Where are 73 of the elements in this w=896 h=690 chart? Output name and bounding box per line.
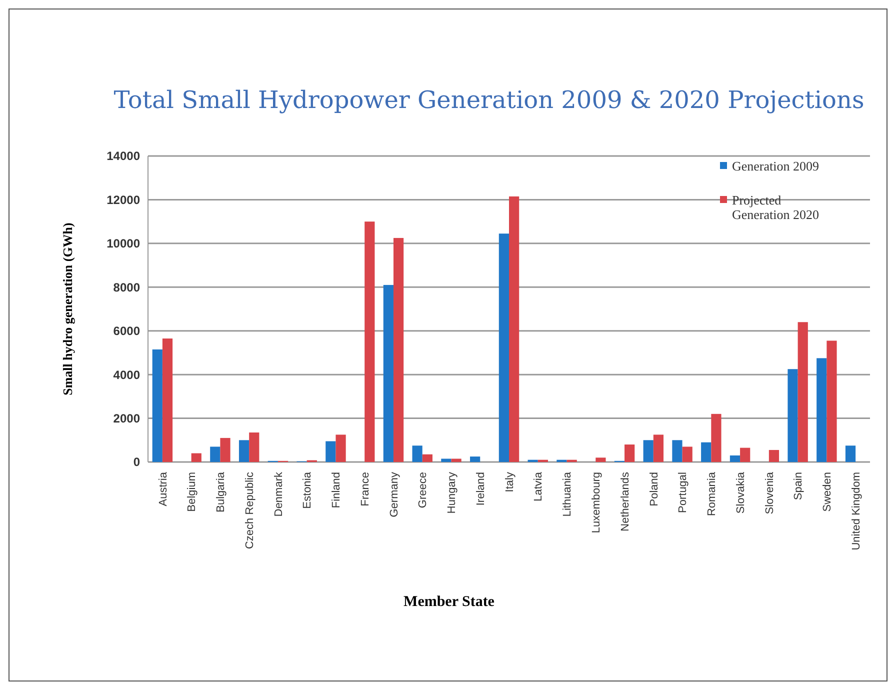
x-tick-label: Romania (706, 471, 718, 516)
x-tick-label: Hungary (446, 472, 458, 514)
bar (498, 234, 509, 462)
bar (383, 284, 394, 462)
bar (412, 446, 422, 462)
y-tick-label: 0 (133, 455, 140, 470)
x-tick-label: Estonia (302, 471, 314, 509)
bar (210, 446, 220, 462)
bar (624, 444, 635, 462)
x-tick-label: Luxembourg (590, 472, 602, 534)
y-tick-label: 8000 (113, 280, 140, 294)
y-tick-label: 14000 (106, 149, 140, 164)
bar (152, 349, 162, 462)
bar (768, 450, 780, 462)
bar (711, 414, 722, 462)
x-tick-label: Latvia (532, 471, 545, 502)
legend-label: Projected Generation 2020 (732, 192, 820, 222)
x-tick-label: Germany (388, 472, 400, 518)
x-tick-label: Italy (504, 472, 516, 492)
x-axis-title: Member State (404, 594, 495, 610)
bar (798, 322, 808, 462)
bar (701, 442, 712, 462)
x-tick-label: Denmark (272, 472, 285, 517)
bar (364, 222, 375, 462)
legend-label: Generation 2009 (732, 158, 820, 174)
x-tick-label: Greece (417, 472, 430, 508)
bar (509, 196, 520, 462)
x-tick-label: Spain (792, 472, 805, 500)
bar (643, 440, 654, 462)
bar (393, 238, 404, 462)
x-tick-label: Belgium (186, 472, 198, 512)
bar (470, 456, 480, 462)
y-tick-label: 4000 (113, 368, 140, 382)
bar (451, 458, 462, 462)
y-tick-label: 12000 (106, 192, 140, 207)
y-axis-title: Small hydro generation (GWh) (60, 222, 75, 396)
bar (740, 448, 750, 462)
x-tick-label: Slovenia (764, 471, 776, 514)
x-tick-label: Finland (330, 472, 343, 508)
x-tick-label: Austria (157, 471, 170, 506)
y-tick-label: 6000 (113, 324, 140, 338)
x-tick-label: Lithuania (562, 471, 574, 517)
x-tick-label: Sweden (822, 472, 834, 512)
x-tick-label: Portugal (677, 472, 690, 513)
bar (441, 458, 452, 462)
bar (596, 458, 606, 462)
x-tick-label: Netherlands (619, 472, 632, 532)
bar (682, 446, 692, 462)
bar (826, 340, 837, 462)
bar (653, 434, 664, 462)
chart-title: Total Small Hydropower Generation 2009 & 2020 Projections (114, 86, 864, 114)
bar (238, 440, 250, 462)
x-tick-label: Poland (648, 472, 660, 506)
x-tick-label: France (359, 472, 372, 506)
bar (816, 358, 827, 462)
x-tick-label: Ireland (474, 472, 487, 506)
bar (672, 440, 682, 462)
x-tick-label: Slovakia (734, 471, 747, 514)
y-tick-label: 10000 (106, 236, 140, 251)
bar (191, 453, 202, 462)
x-tick-label: United Kingdom (850, 472, 862, 550)
bar (788, 369, 798, 462)
bar (162, 338, 173, 462)
bar (326, 441, 336, 462)
bar (845, 446, 856, 462)
bar (422, 454, 432, 462)
x-tick-label: Bulgaria (215, 471, 228, 512)
x-tick-label: Czech Republic (244, 472, 256, 550)
bar (249, 432, 260, 462)
bar (730, 455, 740, 462)
y-tick-label: 2000 (113, 411, 140, 426)
bar (336, 434, 346, 462)
bar (220, 438, 230, 462)
